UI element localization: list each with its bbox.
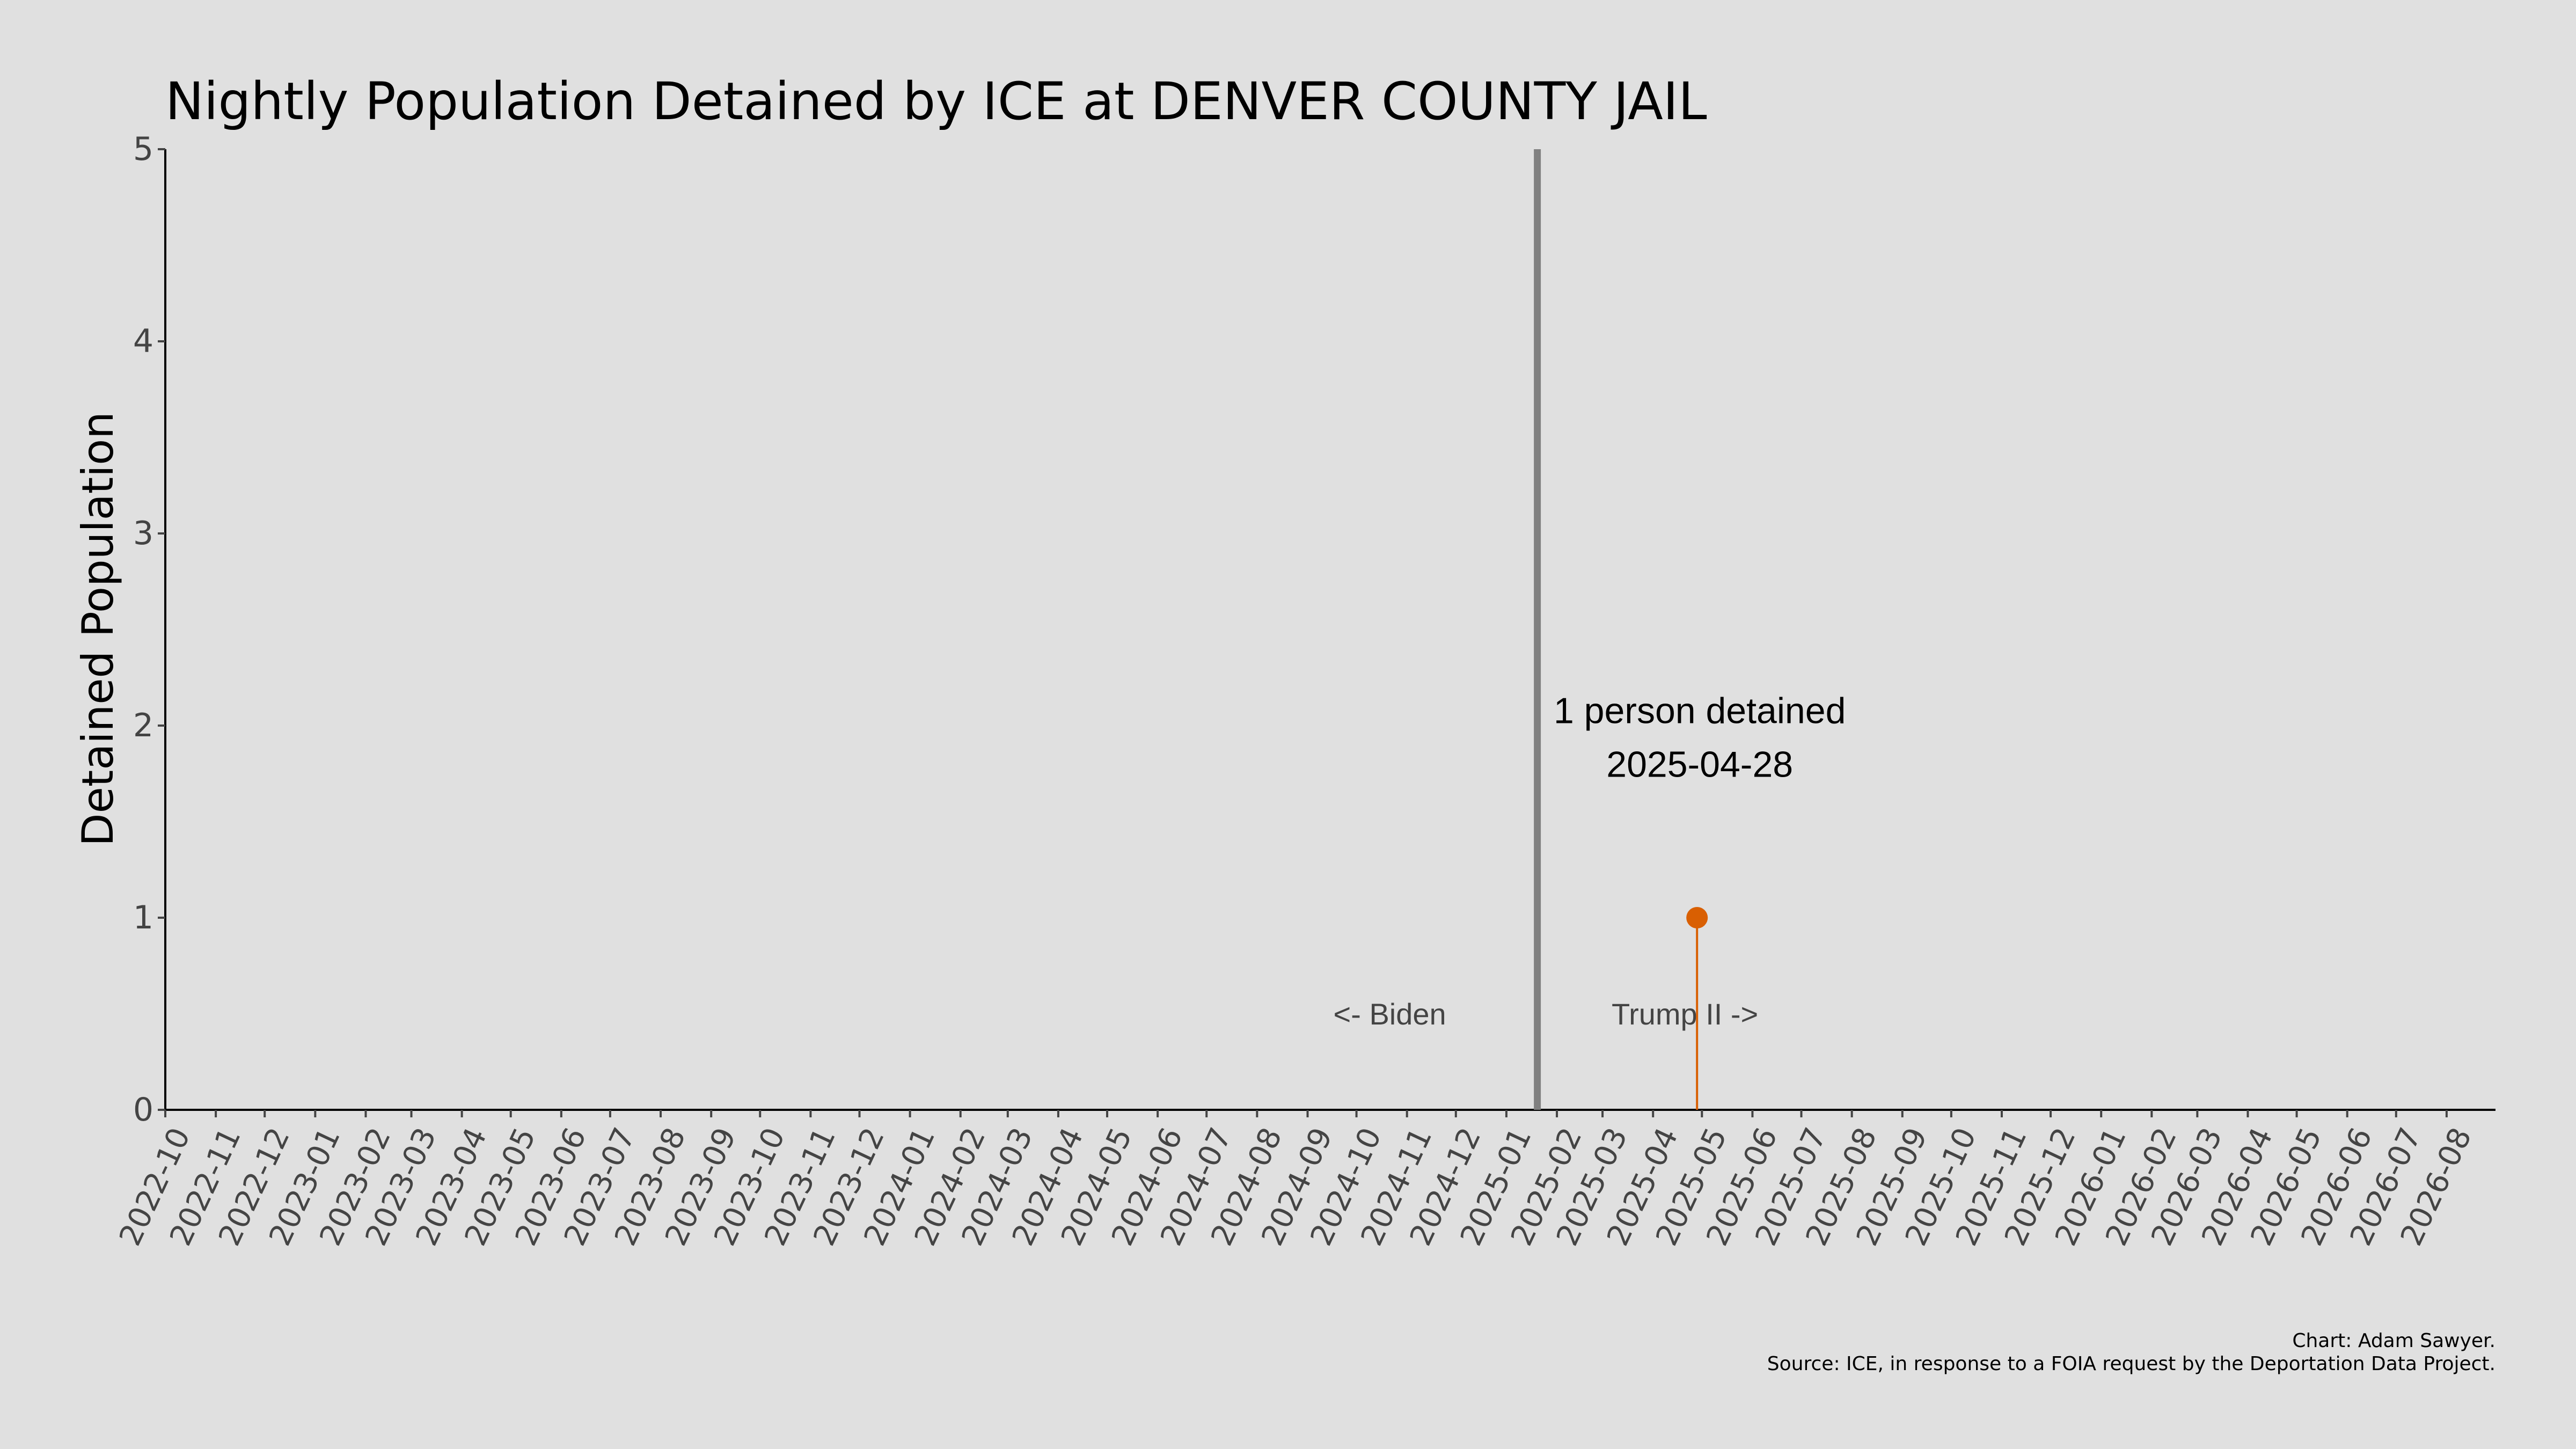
biden-era-label: <- Biden bbox=[1334, 997, 1446, 1031]
y-tick-label: 3 bbox=[133, 515, 153, 552]
y-axis-label: Detained Population bbox=[73, 412, 123, 846]
y-tick-label: 0 bbox=[133, 1091, 153, 1129]
chart-title: Nightly Population Detained by ICE at DE… bbox=[165, 71, 1707, 131]
peak-annotation-date: 2025-04-28 bbox=[1606, 744, 1793, 785]
data-point bbox=[1686, 907, 1708, 928]
y-tick-label: 5 bbox=[133, 130, 153, 168]
data-source-note: Source: ICE, in response to a FOIA reque… bbox=[1767, 1353, 2496, 1375]
series-layer bbox=[1686, 907, 1708, 1110]
x-axis: 2022-102022-112022-122023-012023-022023-… bbox=[113, 1109, 2496, 1251]
y-tick-label: 4 bbox=[133, 323, 153, 360]
trump-era-label: Trump II -> bbox=[1612, 997, 1758, 1031]
chart-credit: Chart: Adam Sawyer. bbox=[2292, 1330, 2496, 1352]
peak-annotation-label: 1 person detained bbox=[1554, 690, 1846, 731]
y-tick-label: 1 bbox=[133, 899, 153, 936]
y-axis: 0 1 2 3 4 5 bbox=[133, 130, 166, 1129]
y-tick-label: 2 bbox=[133, 707, 153, 744]
